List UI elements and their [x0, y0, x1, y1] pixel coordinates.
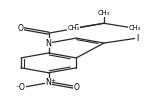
Text: I: I — [136, 34, 138, 43]
Text: O: O — [73, 83, 79, 92]
Text: +: + — [50, 78, 55, 83]
Text: CH₃: CH₃ — [128, 25, 140, 31]
Text: O: O — [73, 24, 79, 33]
Text: O: O — [18, 24, 24, 33]
Text: CH₃: CH₃ — [67, 25, 79, 31]
Text: ⁻O: ⁻O — [16, 83, 26, 92]
Text: N: N — [46, 39, 52, 48]
Text: CH₃: CH₃ — [98, 10, 110, 16]
Text: N: N — [46, 78, 52, 87]
